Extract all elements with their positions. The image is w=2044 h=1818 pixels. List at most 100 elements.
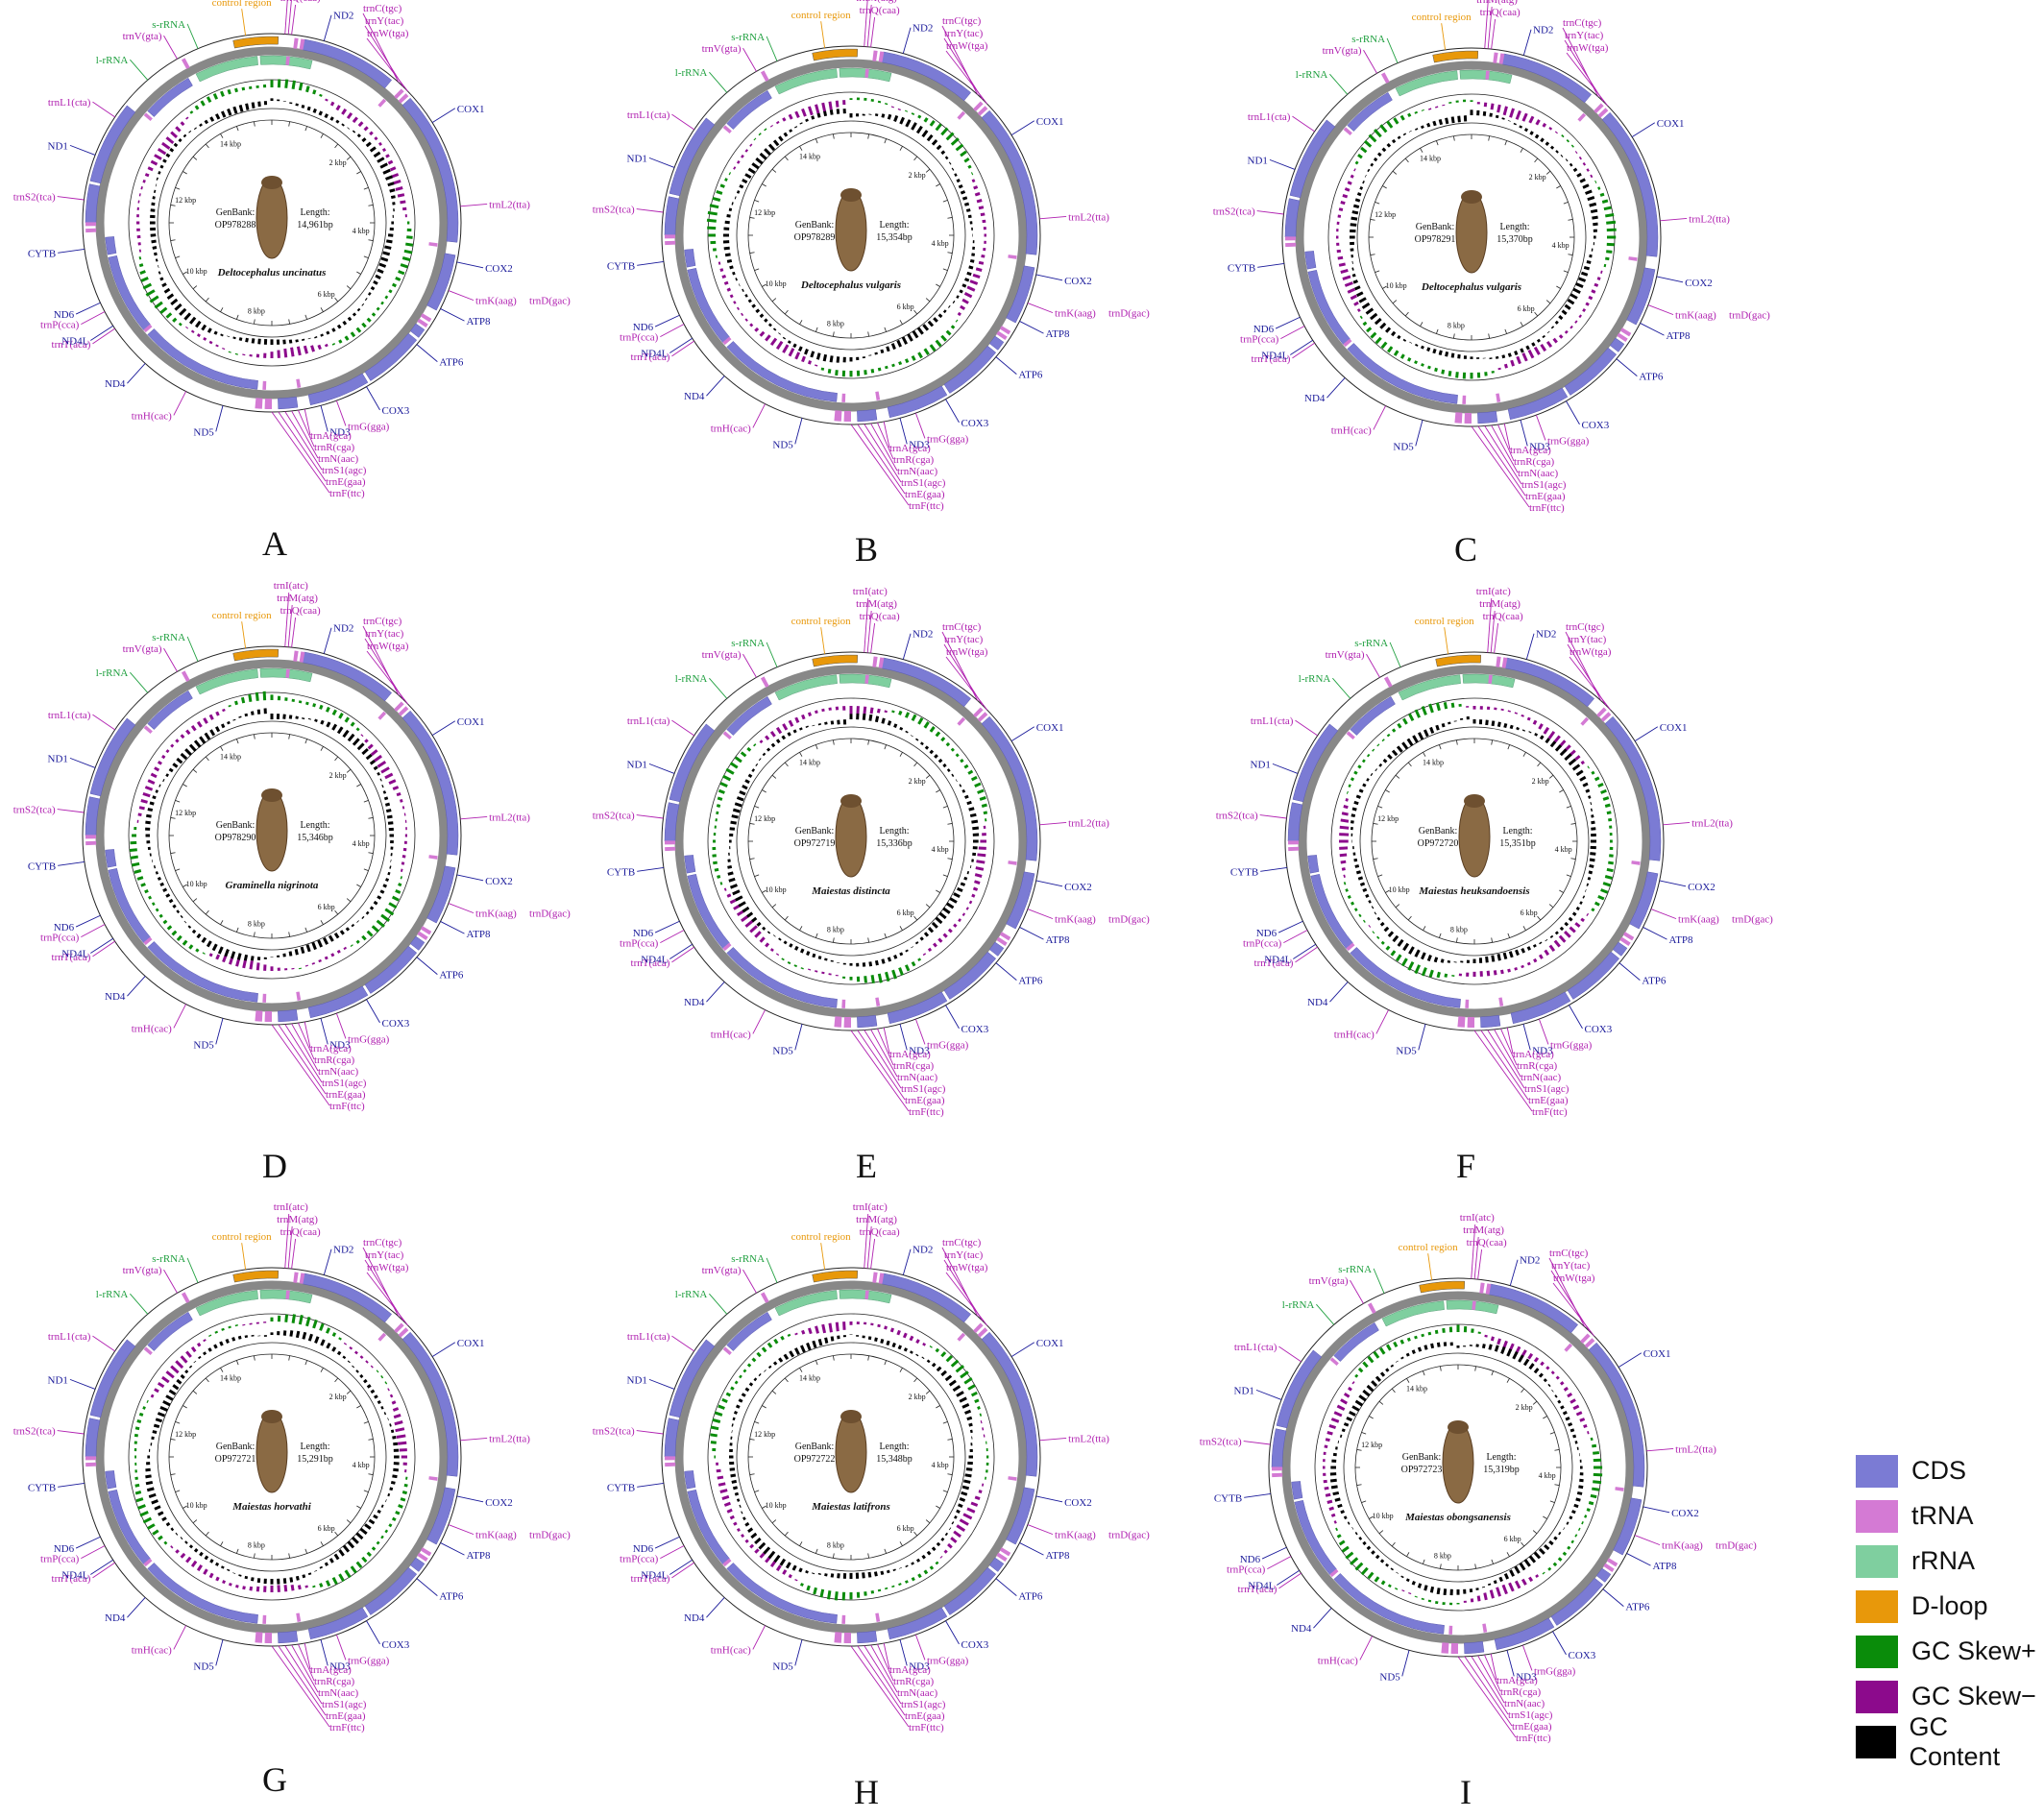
gc-skew-bar (902, 1332, 908, 1339)
gc-skew-bar (338, 1337, 342, 1341)
gc-skew-bar (775, 1564, 782, 1572)
kbp-tick (942, 874, 948, 877)
gc-content-bar (1424, 1585, 1428, 1591)
trna-mark (85, 835, 97, 839)
cds-arc-cytb (1292, 723, 1339, 803)
gc-skew-bar (312, 1585, 316, 1588)
gc-skew-bar (380, 913, 391, 922)
gc-content-bar (155, 258, 158, 262)
trna-mark (864, 1290, 869, 1299)
kbp-tick (899, 1541, 903, 1546)
label-leader (1616, 358, 1638, 376)
gc-skew-bar (324, 343, 328, 348)
gc-content-bar (1390, 1364, 1395, 1368)
label-leader (902, 633, 912, 660)
gc-content-bar (1572, 1434, 1577, 1439)
gc-skew-bar (291, 80, 296, 89)
trna-mark (394, 1322, 404, 1334)
gc-skew-bar (147, 1523, 156, 1530)
gc-content-bar (1587, 196, 1595, 202)
gc-skew-bar (1374, 1576, 1380, 1583)
gc-content-bar (727, 871, 734, 876)
label-leader (866, 1225, 872, 1269)
kbp-tick (925, 1390, 931, 1394)
label-leader (742, 47, 757, 72)
kbp-tick (334, 909, 339, 915)
kbp-tick (784, 915, 789, 921)
gene-label-trnw: trnW(tga) (946, 1262, 988, 1273)
gc-content-bar (194, 320, 202, 328)
gc-content-bar (1426, 122, 1431, 128)
kbp-tick (1506, 1552, 1510, 1557)
gc-content-bar (1426, 955, 1432, 962)
control-region-arc (812, 654, 859, 667)
gc-content-bar (251, 102, 256, 109)
gc-content-bar (204, 732, 211, 740)
gc-content-bar (1565, 158, 1569, 162)
gc-skew-bar (208, 714, 214, 720)
kbp-tick (936, 889, 940, 893)
cds-arc-nd2 (881, 1273, 972, 1323)
gc-skew-bar (929, 1565, 935, 1570)
cds-arc-nd5 (147, 1563, 258, 1624)
gene-label-nd1: ND1 (48, 753, 68, 764)
gc-skew-bar (1386, 120, 1394, 129)
kbp-tick (356, 1405, 361, 1409)
cds-arc-atp8 (409, 323, 426, 338)
gene-label-trnh: trnH(cac) (132, 1644, 172, 1656)
gene-label-trnd: trnD(gac) (529, 909, 571, 920)
gc-content-bar (244, 1575, 249, 1580)
trna-mark (1272, 1472, 1283, 1478)
gc-content-bar (1412, 735, 1419, 743)
gc-skew-bar (1393, 350, 1399, 356)
gc-skew-bar (367, 743, 374, 750)
gc-content-bar (966, 1416, 973, 1421)
gc-skew-bar (1550, 1370, 1555, 1375)
gc-skew-bar (1503, 363, 1508, 369)
gc-content-bar (1353, 800, 1359, 806)
trna-mark (722, 1346, 732, 1355)
trna-mark (264, 398, 269, 409)
gene-label-trns2: trnS2(tca) (1216, 811, 1258, 822)
trna-mark (143, 112, 153, 121)
kbp-tick (1392, 170, 1398, 175)
gc-skew-bar (827, 369, 832, 374)
gc-skew-bar (1535, 119, 1541, 126)
gene-label-trnw: trnW(tga) (1570, 646, 1612, 658)
kbp-tick (1488, 333, 1490, 339)
gc-skew-bar (970, 1391, 978, 1397)
gc-skew-bar (793, 964, 798, 968)
trna-mark (299, 651, 305, 663)
kbp-tick (368, 1473, 374, 1475)
gc-ring-border (1330, 697, 1618, 985)
gc-content-bar (314, 336, 318, 339)
gc-skew-bar (142, 180, 146, 183)
kbp-tick (1532, 1530, 1538, 1535)
gc-skew-bar (189, 110, 194, 114)
trna-mark (1008, 1476, 1017, 1481)
gc-content-bar (1379, 1371, 1386, 1377)
gc-content-bar (1561, 309, 1568, 316)
gc-content-bar (1371, 1550, 1375, 1555)
label-leader (995, 962, 1017, 981)
kbp-label: 14 kbp (220, 140, 241, 149)
gc-skew-bar (284, 79, 289, 88)
gc-skew-bar (1582, 161, 1587, 166)
gc-content-bar (734, 1491, 740, 1496)
gc-skew-bar (393, 1414, 402, 1419)
gc-skew-bar (1341, 1545, 1350, 1553)
gc-skew-bar (256, 1586, 260, 1592)
label-leader (278, 411, 327, 482)
kbp-tick (833, 739, 835, 745)
gene-label-trns2: trnS2(tca) (1200, 1437, 1242, 1448)
gc-skew-bar (945, 329, 952, 336)
gc-content-bar (967, 214, 972, 219)
label-leader (75, 302, 101, 315)
gc-content-bar (924, 745, 930, 750)
gc-skew-bar (1533, 957, 1538, 963)
gc-skew-bar (175, 1360, 184, 1370)
gc-content-bar (956, 179, 961, 183)
gc-skew-bar (403, 1483, 408, 1488)
label-leader (1480, 1030, 1529, 1101)
gene-label-trnw: trnW(tga) (946, 40, 988, 52)
